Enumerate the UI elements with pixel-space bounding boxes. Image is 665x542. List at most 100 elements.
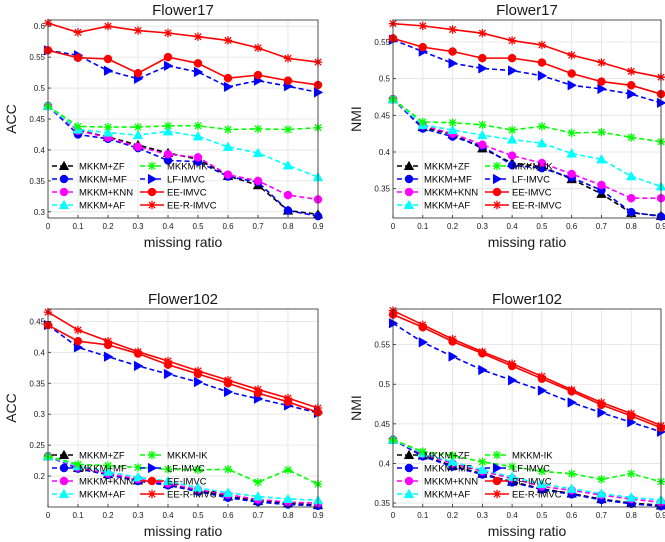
x-tick-label: 0.9 [312,222,324,231]
data-point [537,58,547,67]
legend-marker [59,187,69,197]
legend-label: MKKM+AF [424,489,470,500]
x-tick-label: 0.2 [447,222,459,231]
series-line-ee-imvc [392,313,662,429]
legend-label: MKKM-IK [167,161,208,172]
legend-marker [58,199,70,210]
series-line-mkkm-ik [47,105,319,131]
legend-item: MKKM+KNN [397,476,478,487]
chart-panel-2: 0 0.1 0.2 0.3 0.4 0.5 0.6 0.7 0.8 0.9 0.35 0.4 0.45 0… [348,2,665,250]
data-point [133,360,144,372]
data-point [507,160,517,170]
data-point [448,58,458,69]
y-tick-label: 0.45 [29,115,45,124]
x-tick-label: 0.4 [162,511,174,520]
x-tick-label: 0.8 [282,222,294,231]
data-point [566,148,577,158]
legend-label: MKKM+MF [424,174,472,185]
legend-item: MKKM+KNN [397,187,478,198]
data-point [478,29,487,38]
legend-item: EE-IMVC [140,187,207,198]
y-tick-label: 0.4 [34,146,46,155]
y-axis-label: NMI [348,106,364,132]
legend-label: EE-IMVC [167,187,207,198]
legend-label: MKKM+KNN [424,476,478,487]
data-point [73,336,83,346]
chart-title: Flower17 [496,2,558,19]
legend-label: EE-R-IMVC [512,200,562,211]
data-point [223,36,233,45]
plot-area [48,309,318,507]
data-point [506,134,518,144]
x-tick-label: 0.1 [72,511,84,520]
legend-label: MKKM-IK [512,161,553,172]
legend-marker [59,174,69,184]
x-tick-label: 0.5 [192,511,204,520]
legend-marker [403,199,415,210]
x-axis-label: missing ratio [144,523,223,539]
legend-label: MKKM+MF [79,463,127,474]
x-tick-label: 0.4 [162,222,174,231]
data-point [103,65,114,76]
data-point [507,151,517,160]
legend-marker [492,462,503,474]
y-axis-label: ACC [3,393,19,423]
legend-marker [59,463,69,473]
legend: MKKM+ZF MKKM-IK MKKM+MF LF-IMVC MKKM+KNN EE-I… [52,449,217,500]
x-tick-label: 0.6 [222,511,234,520]
data-point [163,356,173,366]
data-point [537,385,548,396]
legend: MKKM+ZF MKKM-IK MKKM+MF LF-IMVC MKKM+KNN EE-I… [397,449,562,500]
data-point [478,457,487,467]
x-tick-label: 0.2 [102,222,114,231]
data-point [537,40,547,50]
series-group [387,306,665,511]
data-point [537,122,547,131]
data-point [73,460,83,469]
y-tick-label: 0.5 [379,380,391,389]
legend-label: MKKM-IK [167,450,208,461]
data-point [597,180,606,190]
legend-label: EE-R-IMVC [167,200,217,211]
data-point [567,80,577,91]
data-point [163,52,173,62]
x-tick-label: 0 [391,222,396,231]
legend-marker [492,450,502,460]
chart-panel-1: 0 0.1 0.2 0.3 0.4 0.5 0.6 0.7 0.8 0.9 0.3 0.35 0.4 0.… [3,2,324,250]
data-point [163,28,173,38]
series-line-mkkm-mf [47,105,319,217]
data-point [133,68,143,78]
data-point [223,73,233,83]
x-tick-label: 0.1 [417,511,429,520]
legend-label: MKKM+ZF [424,161,470,172]
legend-marker [492,173,503,185]
legend-marker [403,160,415,171]
y-tick-label: 0.4 [34,348,46,357]
legend-item: EE-IMVC [485,476,552,487]
legend-marker [492,476,502,486]
legend-item: MKKM-IK [485,450,553,461]
data-point [626,207,636,217]
legend-item: MKKM+ZF [397,449,470,461]
data-point [597,128,606,137]
legend-item: EE-IMVC [140,476,207,487]
data-point [283,393,293,403]
data-point [537,372,547,381]
x-tick-label: 0.3 [477,222,489,231]
legend-item: MKKM+AF [397,199,470,211]
legend-label: MKKM+MF [424,463,472,474]
data-point [222,487,234,497]
axes-box [47,308,319,508]
y-tick-label: 0.55 [29,53,45,62]
data-point [103,351,114,362]
legend-marker [404,174,414,184]
data-point [507,53,517,63]
data-point [283,76,293,85]
data-point [448,334,457,344]
legend-item: MKKM+AF [52,488,125,500]
legend: MKKM+ZF MKKM-IK MKKM+MF LF-IMVC MKKM+KNN EE-I… [397,160,562,211]
legend-item: LF-IMVC [485,462,550,474]
legend-label: EE-IMVC [167,476,207,487]
chart-panel-3: 0 0.1 0.2 0.3 0.4 0.5 0.6 0.7 0.8 0.9 0.2 0.25 0.3 0.… [3,291,324,539]
